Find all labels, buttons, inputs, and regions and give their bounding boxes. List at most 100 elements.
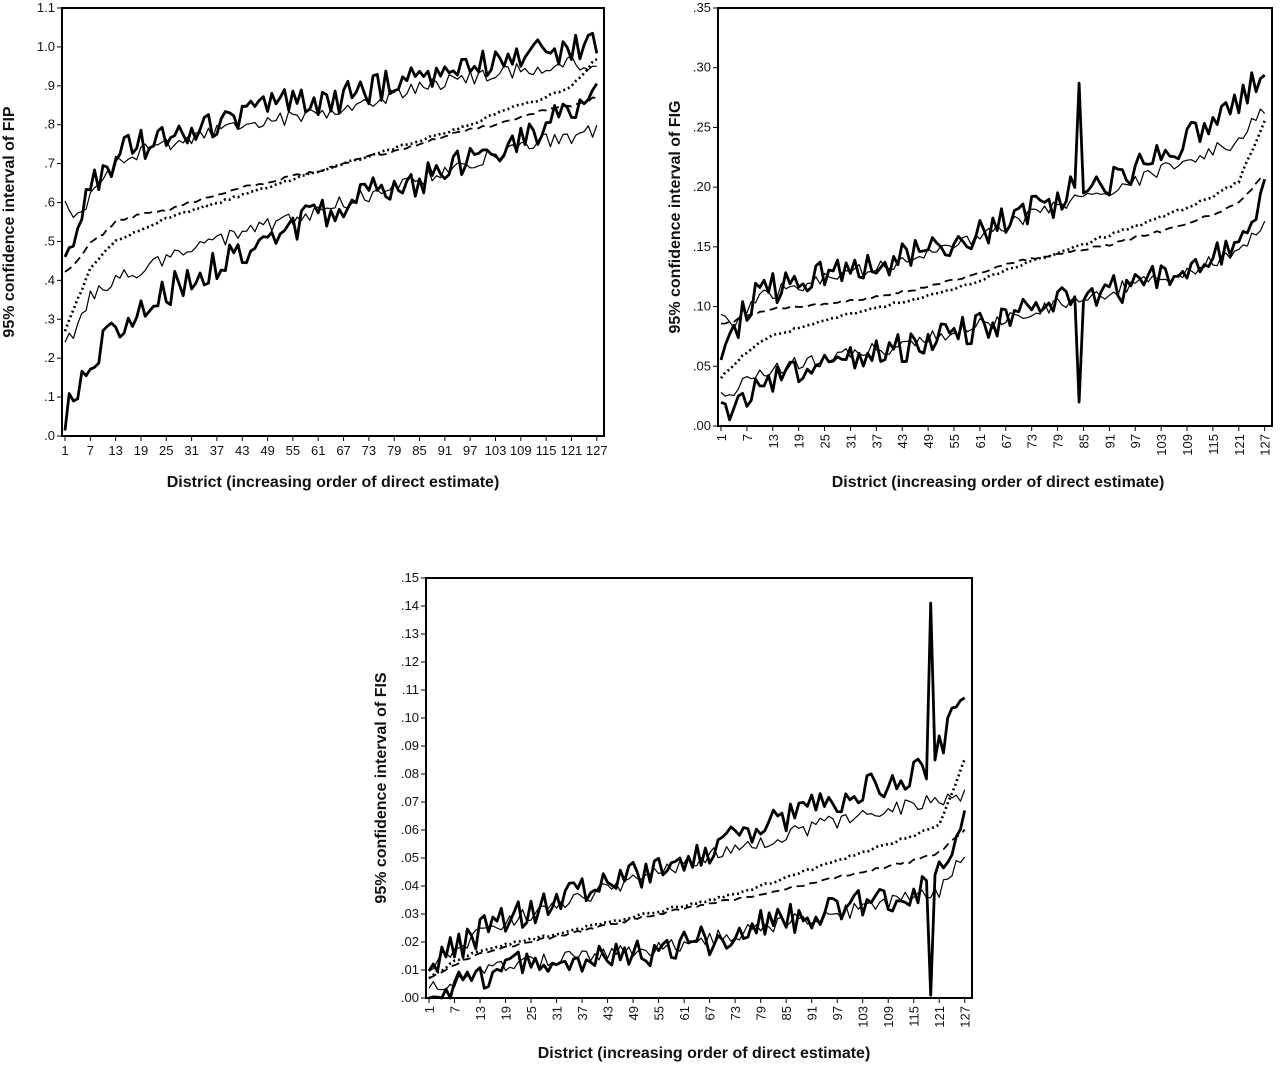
x-tick-label: 127	[586, 443, 608, 458]
y-axis-ticks: .00 .05 .10 .15 .20 .25 .30 .35	[693, 0, 718, 433]
y-axis-ticks: .00 .01 .02 .03 .04 .05 .06 .07 .08 .09 .10 .11 .12.…	[401, 570, 426, 1005]
lower-ci-direct-line	[63, 82, 598, 431]
lower-ci-model-line	[720, 220, 1266, 397]
y-tick-label: 1.1	[37, 0, 55, 15]
y-tick-label: .8	[44, 117, 55, 132]
x-tick-label: 37	[575, 1006, 590, 1020]
y-tick-label: .5	[44, 233, 55, 248]
x-tick-label: 115	[1206, 434, 1221, 455]
x-tick-label: 103	[1154, 434, 1169, 456]
series-group	[719, 71, 1267, 422]
point-estimate-dotted-line	[719, 120, 1266, 380]
x-tick-label: 61	[311, 443, 325, 458]
x-tick-label: 97	[463, 443, 477, 458]
x-tick-label: 73	[362, 443, 376, 458]
x-tick-label: 79	[1051, 434, 1066, 448]
y-tick-label: .05	[693, 358, 711, 373]
y-tick-label: .08	[401, 766, 419, 781]
chart-panel-fip: .0 .1 .2 .3 .4 .5 .6 .7 .8 .9 1.0 1.1 1 7 13 19 25 31 37 4…	[1, 0, 608, 491]
y-tick-label: 1.0	[37, 39, 55, 54]
y-tick-label: .14	[401, 598, 419, 613]
plot-frame	[425, 577, 973, 999]
x-tick-label: 103	[856, 1006, 871, 1028]
x-tick-label: 127	[1258, 434, 1273, 456]
lower-ci-model-line	[428, 856, 966, 991]
y-tick-label: .9	[44, 78, 55, 93]
x-tick-label: 43	[895, 434, 910, 448]
x-tick-label: 109	[510, 443, 532, 458]
point-estimate-dashed-line	[720, 175, 1266, 325]
x-axis-title: District (increasing order of direct est…	[832, 474, 1165, 491]
upper-ci-model-line	[720, 108, 1266, 329]
x-tick-label: 115	[536, 443, 557, 458]
x-tick-label: 127	[958, 1006, 973, 1028]
x-tick-label: 61	[973, 434, 988, 448]
x-tick-label: 1	[714, 434, 729, 441]
x-tick-label: 7	[87, 443, 94, 458]
x-tick-label: 1	[422, 1006, 437, 1013]
x-tick-label: 43	[235, 443, 249, 458]
x-axis-ticks: 1 7 13 19 25 31 37 43 49 55 61 67 73 79 85 91 97 103 109 11…	[714, 426, 1273, 456]
upper-ci-direct-line	[427, 601, 966, 973]
x-tick-label: 31	[184, 443, 198, 458]
y-tick-label: .15	[401, 570, 419, 585]
upper-ci-direct-line	[63, 31, 599, 258]
x-tick-label: 121	[932, 1006, 947, 1028]
y-tick-label: .3	[44, 311, 55, 326]
x-tick-label: 37	[869, 434, 884, 448]
plot-frame	[61, 7, 605, 437]
x-tick-label: 85	[412, 443, 426, 458]
series-group	[63, 31, 599, 431]
y-tick-label: .35	[693, 0, 711, 15]
x-tick-label: 13	[108, 443, 122, 458]
x-tick-label: 43	[601, 1006, 616, 1020]
point-estimate-dotted-line	[428, 758, 966, 980]
y-tick-label: .00	[693, 418, 711, 433]
x-tick-label: 109	[1180, 434, 1195, 456]
x-tick-label: 49	[626, 1006, 641, 1020]
x-tick-label: 115	[907, 1006, 922, 1027]
x-axis-ticks: 1 7 13 19 25 31 37 43 49 55 61 67 73 79 85 91 97 103 109 11…	[61, 436, 608, 458]
x-tick-label: 79	[387, 443, 401, 458]
y-tick-label: .06	[401, 822, 419, 837]
x-tick-label: 103	[485, 443, 507, 458]
x-tick-label: 19	[792, 434, 807, 448]
y-tick-label: .6	[44, 195, 55, 210]
x-tick-label: 37	[210, 443, 224, 458]
y-axis-ticks: .0 .1 .2 .3 .4 .5 .6 .7 .8 .9 1.0 1.1	[37, 0, 62, 443]
x-tick-label: 91	[1102, 434, 1117, 448]
x-tick-label: 91	[805, 1006, 820, 1020]
y-tick-label: .01	[401, 962, 419, 977]
y-tick-label: .04	[401, 878, 419, 893]
x-axis-ticks: 1 7 13 19 25 31 37 43 49 55 61 67 73 79 85 91 97 103 109 11…	[422, 998, 973, 1028]
point-estimate-dashed-line	[428, 829, 966, 979]
x-tick-label: 19	[134, 443, 148, 458]
x-axis-title: District (increasing order of direct est…	[167, 474, 500, 491]
x-tick-label: 73	[728, 1006, 743, 1020]
x-tick-label: 19	[499, 1006, 514, 1020]
x-tick-label: 7	[448, 1006, 463, 1013]
x-tick-label: 49	[260, 443, 274, 458]
y-axis-title: 95% confidence interval of FIP	[1, 106, 18, 338]
x-tick-label: 31	[550, 1006, 565, 1020]
x-tick-label: 1	[61, 443, 68, 458]
x-tick-label: 85	[779, 1006, 794, 1020]
y-tick-label: .25	[693, 119, 711, 134]
x-tick-label: 31	[843, 434, 858, 448]
point-estimate-dotted-line	[63, 58, 598, 332]
x-tick-label: 49	[921, 434, 936, 448]
chart-panel-fig: .00 .05 .10 .15 .20 .25 .30 .35 1 7 13 19 25 31 37 43 4…	[667, 0, 1273, 491]
x-tick-label: 121	[561, 443, 583, 458]
lower-ci-direct-line	[428, 810, 967, 1000]
y-tick-label: .10	[401, 710, 419, 725]
x-tick-label: 55	[652, 1006, 667, 1020]
x-tick-label: 121	[1232, 434, 1247, 456]
x-tick-label: 109	[881, 1006, 896, 1028]
x-tick-label: 79	[754, 1006, 769, 1020]
x-tick-label: 73	[1025, 434, 1040, 448]
upper-ci-direct-line	[719, 71, 1266, 361]
y-tick-label: .2	[44, 350, 55, 365]
y-tick-label: .07	[401, 794, 419, 809]
x-tick-label: 25	[159, 443, 173, 458]
